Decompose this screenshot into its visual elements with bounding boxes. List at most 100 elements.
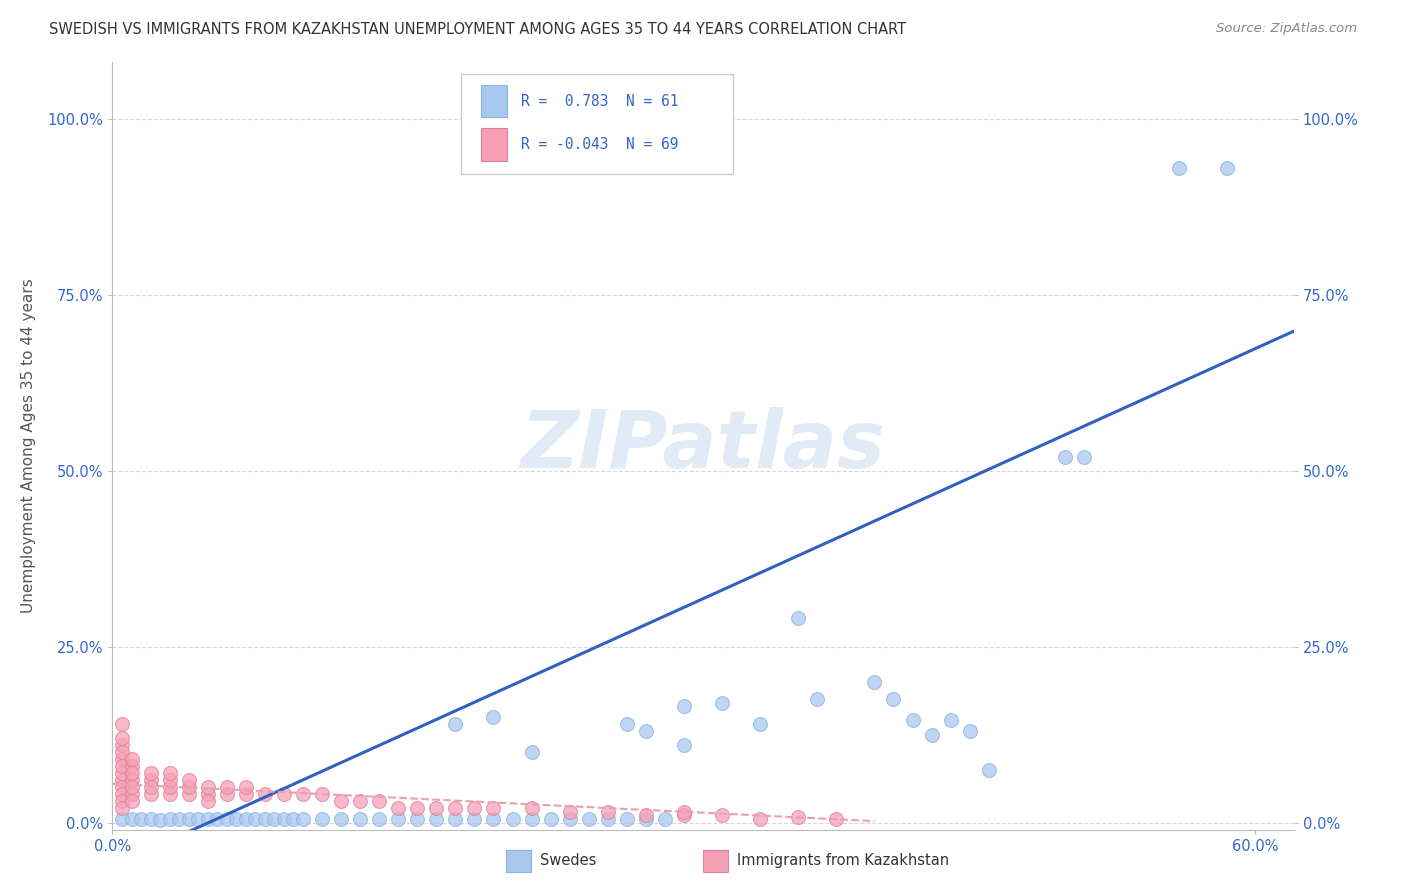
Point [235, 788, 257, 802]
Point [111, 731, 134, 745]
Point [215, 812, 238, 826]
Point [959, 724, 981, 739]
Point [863, 674, 886, 689]
Point [111, 801, 134, 815]
Point [349, 794, 371, 808]
Point [197, 794, 219, 808]
Point [787, 611, 810, 625]
Text: Immigrants from Kazakhstan: Immigrants from Kazakhstan [737, 854, 949, 868]
Bar [703, 850, 728, 872]
Text: SWEDISH VS IMMIGRANTS FROM KAZAKHSTAN UNEMPLOYMENT AMONG AGES 35 TO 44 YEARS COR: SWEDISH VS IMMIGRANTS FROM KAZAKHSTAN UN… [49, 22, 907, 37]
Point [787, 810, 810, 824]
Point [235, 812, 257, 826]
Text: ZIPatlas: ZIPatlas [520, 407, 886, 485]
Point [1216, 161, 1239, 175]
Point [1073, 450, 1095, 464]
Point [558, 812, 581, 826]
Point [672, 738, 695, 752]
Point [368, 794, 391, 808]
Point [558, 805, 581, 819]
Point [111, 794, 134, 808]
Point [749, 812, 772, 826]
Point [253, 812, 276, 826]
Point [177, 773, 200, 788]
Point [502, 812, 524, 826]
Point [520, 812, 543, 826]
Point [672, 808, 695, 822]
Point [596, 812, 619, 826]
Point [825, 812, 848, 826]
Point [444, 801, 467, 815]
Point [711, 696, 734, 710]
Point [806, 692, 828, 706]
Point [253, 788, 276, 802]
Point [159, 773, 181, 788]
Point [111, 752, 134, 766]
Point [139, 766, 162, 780]
Text: Swedes: Swedes [540, 854, 596, 868]
Point [111, 766, 134, 780]
Point [634, 808, 657, 822]
Point [596, 805, 619, 819]
Point [245, 812, 267, 826]
Point [672, 699, 695, 714]
Point [159, 788, 181, 802]
Point [111, 773, 134, 788]
Text: R = -0.043  N = 69: R = -0.043 N = 69 [522, 137, 679, 152]
Point [520, 801, 543, 815]
Point [330, 812, 353, 826]
Point [273, 788, 295, 802]
Bar [481, 85, 508, 118]
Point [672, 805, 695, 819]
Point [121, 766, 143, 780]
Point [111, 788, 134, 802]
Point [425, 812, 447, 826]
Point [387, 812, 409, 826]
Point [207, 812, 229, 826]
Point [159, 766, 181, 780]
Point [711, 808, 734, 822]
Point [977, 763, 1000, 777]
Point [139, 788, 162, 802]
Point [215, 788, 238, 802]
Point [654, 812, 676, 826]
Point [616, 812, 638, 826]
Point [482, 812, 505, 826]
Point [463, 801, 485, 815]
Point [406, 801, 429, 815]
Point [187, 812, 209, 826]
Point [387, 801, 409, 815]
Point [330, 794, 353, 808]
Point [111, 759, 134, 773]
Point [111, 780, 134, 795]
FancyBboxPatch shape [461, 74, 733, 174]
Point [177, 788, 200, 802]
Point [139, 780, 162, 795]
Point [197, 788, 219, 802]
Point [406, 812, 429, 826]
Point [368, 812, 391, 826]
Point [283, 812, 305, 826]
Point [159, 812, 181, 826]
Point [425, 801, 447, 815]
Point [616, 717, 638, 731]
Point [1053, 450, 1076, 464]
Point [149, 814, 172, 828]
Point [177, 812, 200, 826]
Y-axis label: Unemployment Among Ages 35 to 44 years: Unemployment Among Ages 35 to 44 years [21, 278, 37, 614]
Bar [506, 850, 531, 872]
Point [444, 717, 467, 731]
Text: Source: ZipAtlas.com: Source: ZipAtlas.com [1216, 22, 1357, 36]
Point [121, 794, 143, 808]
Point [111, 738, 134, 752]
Point [463, 812, 485, 826]
Point [634, 724, 657, 739]
Point [540, 812, 562, 826]
Bar [481, 128, 508, 161]
Point [177, 780, 200, 795]
Point [291, 812, 314, 826]
Point [139, 773, 162, 788]
Point [482, 710, 505, 724]
Point [225, 812, 247, 826]
Text: R =  0.783  N = 61: R = 0.783 N = 61 [522, 94, 679, 109]
